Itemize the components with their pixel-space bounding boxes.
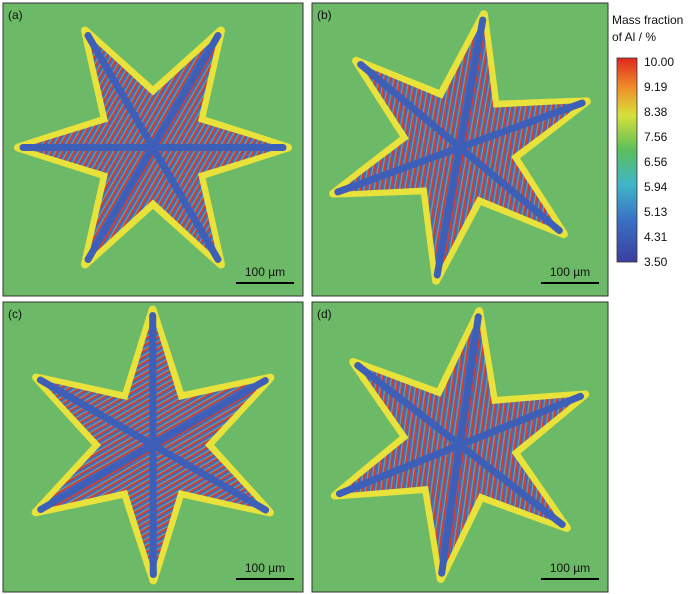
panel: (d) 100 µm xyxy=(291,286,629,594)
panel-label: (d) xyxy=(317,307,332,321)
colorbar: Mass fraction of Al / % 10.00 9.19 8.38 7.5… xyxy=(612,13,683,269)
colorbar-tick-label: 4.31 xyxy=(644,230,668,244)
panel-label: (b) xyxy=(317,8,332,22)
scale-bar-label: 100 µm xyxy=(550,561,590,575)
colorbar-tick-label: 8.38 xyxy=(644,105,668,119)
panel: (c) 100 µm xyxy=(0,276,328,594)
scale-bar-label: 100 µm xyxy=(245,561,285,575)
scale-bar-label: 100 µm xyxy=(245,265,285,279)
colorbar-tick-label: 5.94 xyxy=(644,180,668,194)
colorbar-tick-label: 6.56 xyxy=(644,155,668,169)
colorbar-tick-label: 9.19 xyxy=(644,80,668,94)
panel-label: (c) xyxy=(8,307,22,321)
panel: (b) 100 µm xyxy=(293,0,627,304)
colorbar-tick-label: 5.13 xyxy=(644,205,668,219)
colorbar-title: Mass fraction xyxy=(612,13,683,27)
colorbar-tick-label: 10.00 xyxy=(644,55,674,69)
panels: (a) 100 µm (b) 100 µm (c) 100 µm (d) 100 µm xyxy=(0,0,629,594)
colorbar-gradient xyxy=(616,57,638,263)
colorbar-tick-label: 7.56 xyxy=(644,130,668,144)
colorbar-tick-label: 3.50 xyxy=(644,255,668,269)
panel-label: (a) xyxy=(8,8,23,22)
panel: (a) 100 µm xyxy=(2,2,304,297)
colorbar-title: of Al / % xyxy=(612,30,656,44)
scale-bar-label: 100 µm xyxy=(550,265,590,279)
